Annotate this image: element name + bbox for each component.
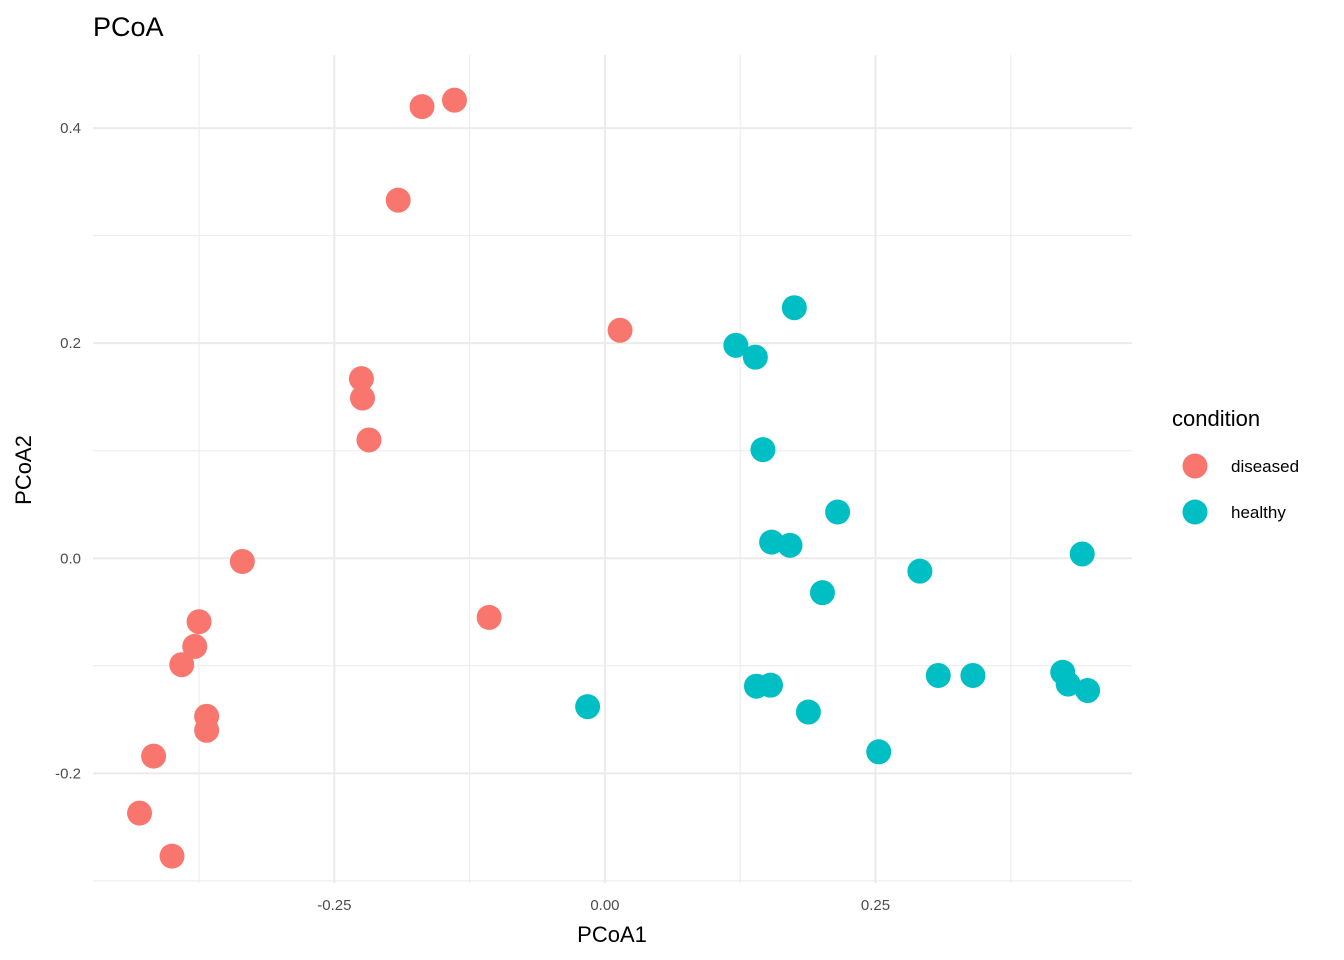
y-tick-label: 0.2 — [60, 335, 81, 352]
y-tick-label: -0.2 — [55, 765, 81, 782]
point-diseased — [159, 843, 185, 869]
x-axis-title: PCoA1 — [577, 922, 647, 947]
point-healthy — [750, 437, 776, 463]
data-points — [127, 87, 1101, 869]
point-diseased — [409, 94, 435, 120]
point-diseased — [194, 717, 220, 743]
point-healthy — [1075, 678, 1101, 704]
legend-items: diseased healthy — [1182, 453, 1299, 525]
x-tick-label: 0.00 — [590, 897, 619, 914]
point-healthy — [925, 662, 951, 688]
legend-label-diseased: diseased — [1231, 457, 1299, 476]
point-healthy — [866, 739, 892, 765]
legend-title: condition — [1172, 406, 1260, 431]
point-healthy — [723, 332, 749, 358]
point-healthy — [907, 558, 933, 584]
point-diseased — [441, 87, 467, 113]
point-diseased — [476, 604, 502, 630]
point-diseased — [349, 385, 375, 411]
x-axis-tick-labels: -0.25 0.00 0.25 — [317, 897, 890, 914]
point-diseased — [182, 633, 208, 659]
point-healthy — [1069, 541, 1095, 567]
y-axis-title: PCoA2 — [11, 435, 36, 505]
point-healthy — [825, 499, 851, 525]
point-healthy — [575, 694, 601, 720]
legend-key-diseased — [1182, 453, 1208, 479]
point-diseased — [385, 187, 411, 213]
point-healthy — [781, 295, 807, 321]
point-diseased — [348, 366, 374, 392]
y-tick-label: 0.4 — [60, 120, 81, 137]
chart-title: PCoA — [93, 12, 164, 42]
y-tick-label: 0.0 — [60, 550, 81, 567]
point-healthy — [960, 662, 986, 688]
point-healthy — [809, 580, 835, 606]
point-healthy — [759, 529, 785, 555]
point-healthy — [758, 672, 784, 698]
point-diseased — [607, 317, 633, 343]
point-diseased — [127, 800, 153, 826]
point-diseased — [169, 652, 195, 678]
point-diseased — [229, 548, 255, 574]
legend-key-healthy — [1182, 499, 1208, 525]
legend: condition diseased healthy — [1172, 406, 1299, 525]
grid-lines — [93, 55, 1132, 883]
point-healthy — [1055, 671, 1081, 697]
point-healthy — [777, 532, 803, 558]
legend-label-healthy: healthy — [1231, 503, 1286, 522]
y-axis-tick-labels: -0.2 0.0 0.2 0.4 — [55, 120, 81, 782]
point-healthy — [795, 699, 821, 725]
point-diseased — [356, 427, 382, 453]
x-tick-label: -0.25 — [317, 897, 351, 914]
x-tick-label: 0.25 — [861, 897, 890, 914]
point-healthy — [742, 344, 768, 370]
point-diseased — [186, 609, 212, 635]
point-diseased — [141, 743, 167, 769]
